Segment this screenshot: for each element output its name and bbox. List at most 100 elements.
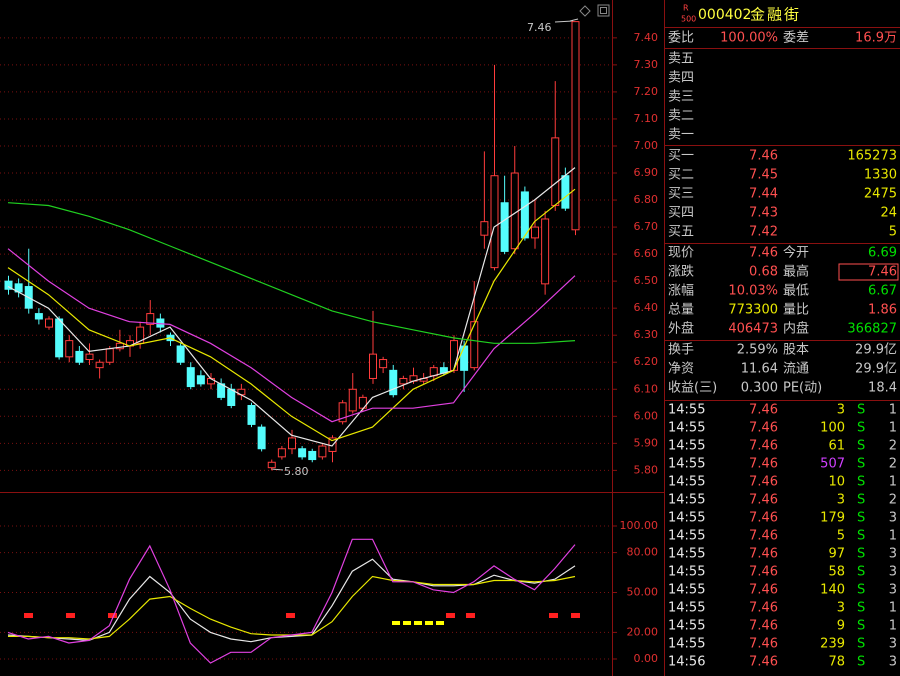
window-buttons (579, 4, 610, 17)
trade-side: S (857, 637, 865, 652)
candle-body (176, 345, 185, 363)
trade-price: 7.46 (749, 493, 778, 508)
signal (414, 621, 422, 625)
badge-top: R (683, 4, 689, 13)
trade-count: 1 (889, 421, 897, 436)
info-value: 29.9亿 (855, 343, 897, 358)
stat-value: 773300 (728, 303, 778, 318)
moving-average (7, 202, 576, 344)
annotation-arrow (554, 20, 574, 23)
trade-volume: 3 (837, 493, 845, 508)
stat-label: 量比 (783, 303, 809, 318)
stat-value: 7.46 (749, 246, 778, 261)
signal (24, 613, 33, 618)
signal (403, 621, 411, 625)
buy-price: 7.45 (749, 168, 778, 183)
trade-time: 14:55 (668, 601, 705, 616)
y-tick-label: 7.10 (634, 112, 659, 125)
diamond-button[interactable] (579, 5, 591, 17)
signal (425, 621, 433, 625)
buy-label: 买四 (668, 206, 694, 221)
trade-time: 14:55 (668, 529, 705, 544)
trade-side: S (857, 475, 865, 490)
candle-body (85, 353, 94, 361)
stat-value: 6.67 (868, 284, 897, 299)
stat-label: 涨跌 (668, 264, 694, 280)
y-tick-label: 7.40 (634, 31, 659, 44)
info-value: 2.59% (737, 343, 778, 358)
stat-label: 最高 (783, 264, 809, 280)
y-tick-label: 6.50 (634, 274, 659, 287)
info-value: 11.64 (741, 362, 778, 377)
box-button[interactable] (597, 4, 610, 17)
buy-volume: 24 (880, 206, 897, 221)
trade-count: 2 (889, 439, 897, 454)
candle-body (308, 450, 317, 461)
trade-side: S (857, 619, 865, 634)
trade-volume: 58 (828, 565, 845, 580)
trade-count: 1 (889, 601, 897, 616)
stock-code: 000402 (698, 7, 751, 23)
buy-label: 买三 (668, 187, 694, 202)
trade-volume: 100 (820, 421, 845, 436)
stat-label: 总量 (668, 303, 694, 318)
trade-side: S (857, 583, 865, 598)
trade-count: 3 (889, 547, 897, 562)
trade-volume: 179 (820, 511, 845, 526)
trade-side: S (857, 421, 865, 436)
y-tick-label: 6.60 (634, 247, 659, 260)
y-tick-label: 7.00 (634, 139, 659, 152)
trade-time: 14:55 (668, 547, 705, 562)
trade-time: 14:55 (668, 457, 705, 472)
stat-value: 6.69 (868, 246, 897, 261)
candle-body (470, 321, 479, 369)
buy-label: 买五 (668, 225, 694, 240)
candle-body (571, 21, 580, 231)
trade-price: 7.46 (749, 511, 778, 526)
trade-volume: 61 (828, 439, 845, 454)
y-tick-label: 50.00 (627, 585, 659, 598)
trade-count: 2 (889, 457, 897, 472)
trade-count: 1 (889, 529, 897, 544)
candle-body (247, 404, 256, 425)
candle-body (318, 445, 327, 458)
sell-label: 卖三 (668, 90, 694, 105)
candle-body (186, 367, 195, 388)
candle-body (55, 318, 64, 358)
low-annotation: 5.80 (284, 465, 309, 478)
trade-time: 14:55 (668, 565, 705, 580)
buy-price: 7.44 (749, 187, 778, 202)
buy-label: 买一 (668, 149, 694, 164)
sell-label: 卖二 (668, 109, 694, 124)
y-tick-label: 7.30 (634, 58, 659, 71)
candle-body (267, 461, 276, 469)
trade-volume: 3 (837, 601, 845, 616)
trade-volume: 5 (837, 529, 845, 544)
header: R 500 000402 金融街 (681, 4, 799, 24)
trade-time: 14:55 (668, 583, 705, 598)
y-tick-label: 5.90 (634, 436, 659, 449)
buy-volume: 2475 (864, 187, 897, 202)
signal (549, 613, 558, 618)
trade-time: 14:55 (668, 403, 705, 418)
candle-body (45, 318, 53, 328)
moving-average (7, 248, 576, 423)
signal (466, 613, 475, 618)
box-button-inner (600, 7, 607, 14)
info-label: 流通 (783, 362, 809, 377)
buy-price: 7.42 (749, 225, 778, 240)
trade-volume: 507 (820, 457, 845, 472)
trade-count: 3 (889, 511, 897, 526)
stat-value: 0.68 (749, 265, 778, 280)
stat-value: 10.03% (728, 284, 778, 299)
trade-volume: 140 (820, 583, 845, 598)
candle-body (257, 426, 266, 450)
trade-side: S (857, 547, 865, 562)
trade-volume: 3 (837, 403, 845, 418)
stat-label: 现价 (668, 246, 694, 261)
info-value: 29.9亿 (855, 362, 897, 377)
trade-count: 2 (889, 493, 897, 508)
trade-side: S (857, 403, 865, 418)
value: 100.00% (720, 31, 778, 46)
